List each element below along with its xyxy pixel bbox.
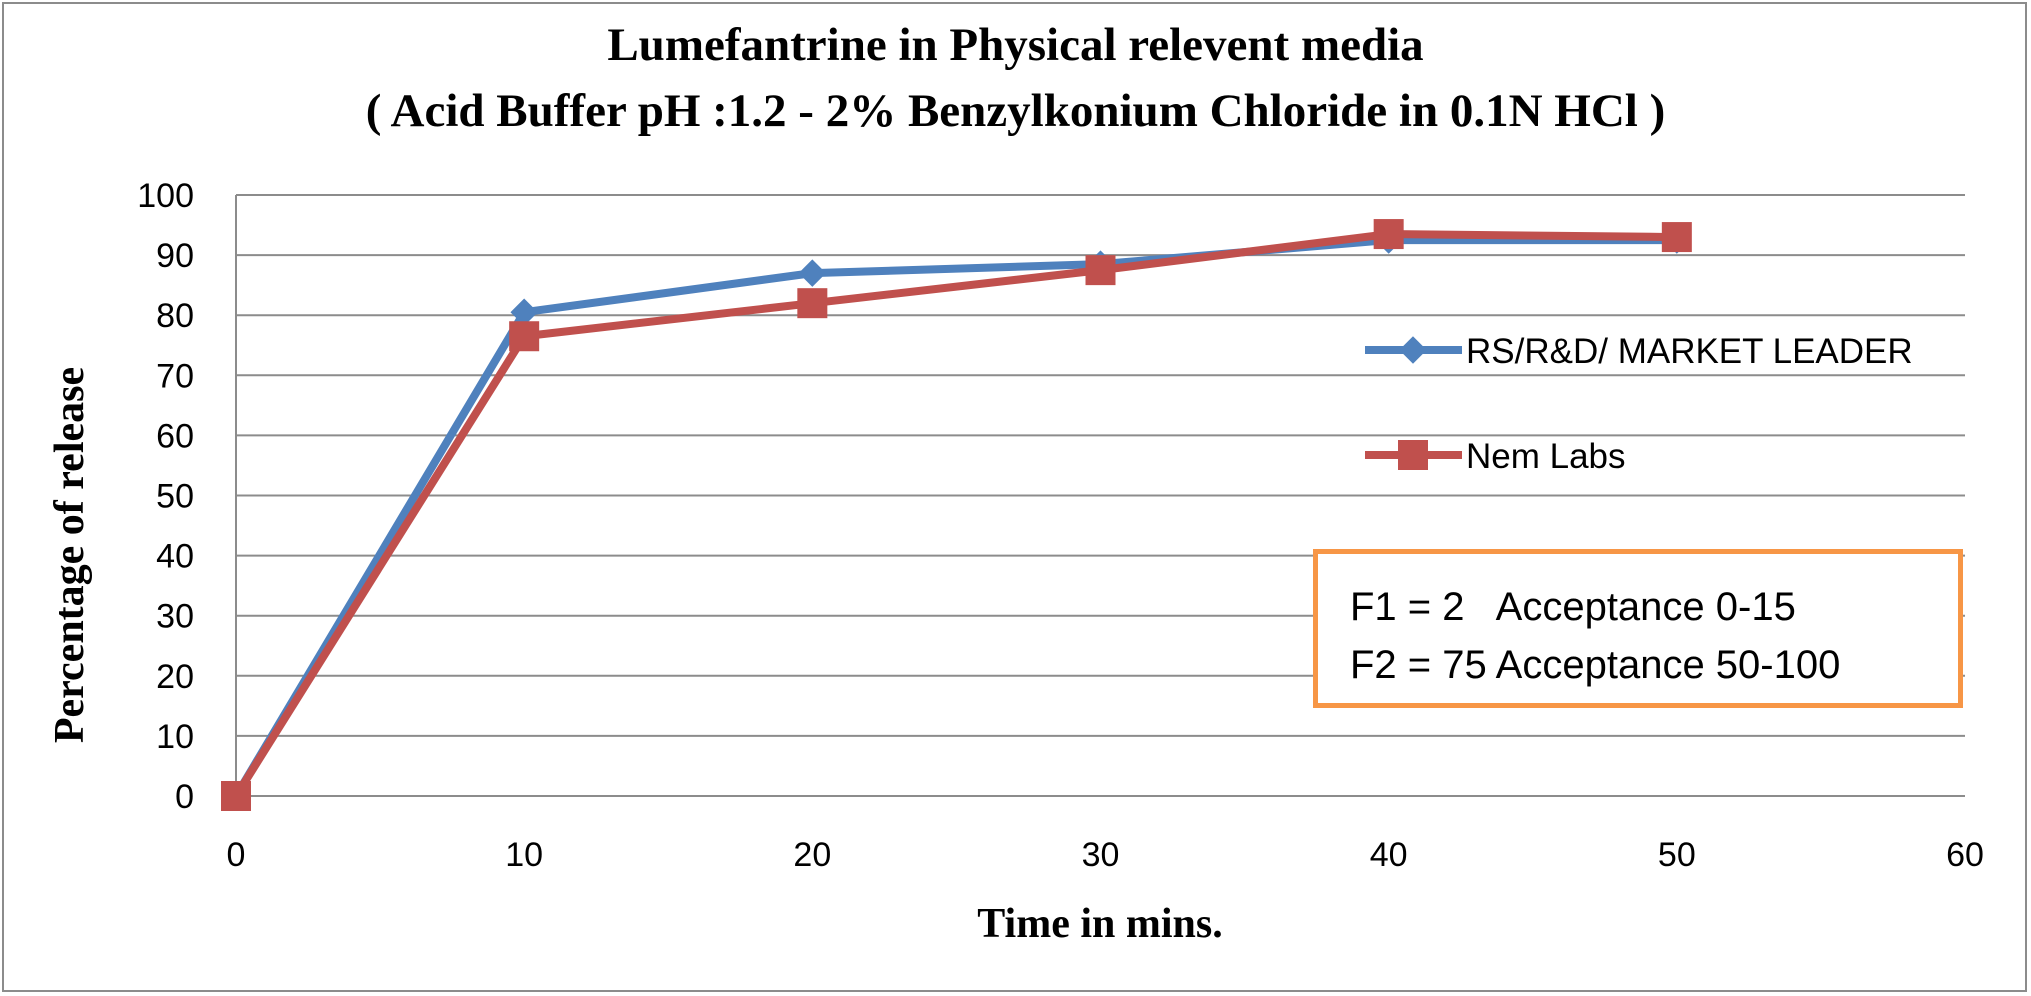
y-tick-label-80: 80: [156, 297, 194, 335]
x-axis-label: Time in mins.: [977, 901, 1223, 947]
y-tick-label-20: 20: [156, 658, 194, 696]
y-tick-label-70: 70: [156, 357, 194, 395]
legend-label-0: RS/R&D/ MARKET LEADER: [1466, 332, 1913, 371]
data-point-s1-4: [1373, 219, 1404, 250]
x-axis-ticks: 0 10 20 30 40 50 60: [227, 836, 1984, 874]
y-tick-label-100: 100: [137, 177, 194, 215]
x-tick-label-0: 0: [227, 836, 246, 874]
legend-label-1: Nem Labs: [1466, 437, 1626, 476]
data-point-s1-0: [221, 781, 251, 811]
x-tick-label-30: 30: [1082, 836, 1120, 874]
y-tick-label-90: 90: [156, 237, 194, 275]
legend-marker-0: [1399, 336, 1427, 364]
data-point-s1-2: [797, 288, 828, 319]
legend: RS/R&D/ MARKET LEADER Nem Labs: [1365, 332, 1913, 476]
data-point-s0-2: [798, 259, 827, 287]
data-point-s1-5: [1661, 222, 1692, 253]
series-line-1: [232, 230, 1677, 799]
x-tick-label-60: 60: [1946, 836, 1984, 874]
y-tick-label-10: 10: [156, 718, 194, 756]
y-axis-label: Percentage of release: [47, 366, 93, 744]
legend-marker-1: [1398, 440, 1428, 470]
x-tick-label-10: 10: [505, 836, 543, 874]
y-tick-label-40: 40: [156, 538, 194, 576]
data-point-s1-1: [509, 321, 540, 352]
x-tick-label-20: 20: [793, 836, 831, 874]
y-tick-label-0: 0: [175, 778, 194, 816]
f1-annotation: F1 = 2 Acceptance 0-15: [1350, 585, 1796, 629]
f2-annotation: F2 = 75 Acceptance 50-100: [1350, 643, 1841, 687]
grid-lines: [235, 194, 1965, 797]
y-axis-ticks: 0 10 20 30 40 50 60 70 80 90 100: [137, 177, 194, 816]
y-tick-label-50: 50: [156, 478, 194, 516]
similarity-factor-box: F1 = 2 Acceptance 0-15 F2 = 75 Acceptanc…: [1313, 549, 1963, 708]
y-tick-label-30: 30: [156, 598, 194, 636]
chart-subtitle: ( Acid Buffer pH :1.2 - 2% Benzylkonium …: [365, 85, 1666, 137]
y-tick-label-60: 60: [156, 417, 194, 455]
chart-title: Lumefantrine in Physical relevent media: [607, 19, 1424, 71]
series-line-0: [232, 236, 1677, 799]
x-tick-label-50: 50: [1658, 836, 1696, 874]
series-layer: [221, 219, 1692, 811]
data-point-s1-3: [1085, 255, 1116, 286]
x-tick-label-40: 40: [1370, 836, 1408, 874]
